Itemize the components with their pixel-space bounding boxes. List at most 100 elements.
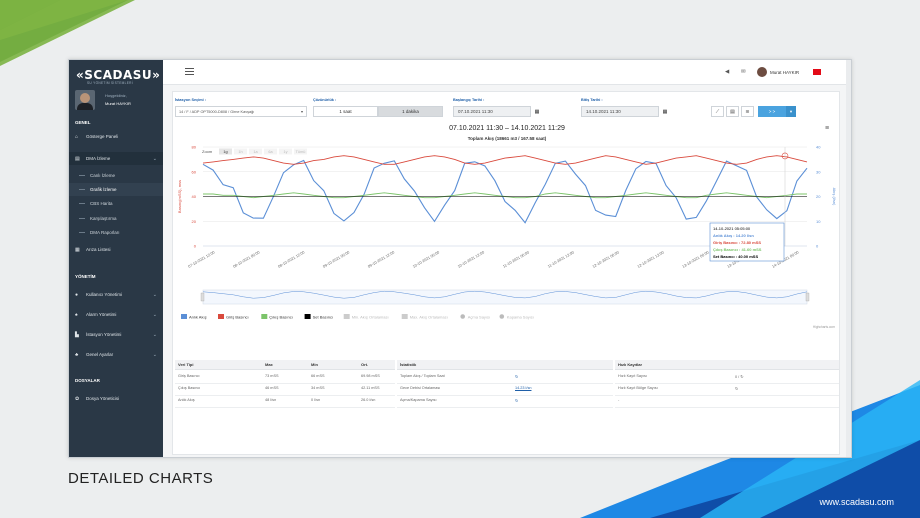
legend-item[interactable]: Çıkış Basıncı [269, 315, 293, 320]
station-select[interactable]: 14 / F / ADP OPT5000-D808 / Girne Kavşağ… [175, 106, 307, 117]
navigator-handle[interactable] [805, 292, 810, 302]
chart: 07.10.2021 11:30 – 14.10.2021 11:29 Topla… [177, 125, 837, 329]
y-tick-right: 0 [816, 244, 819, 249]
user-avatar-icon[interactable] [757, 67, 767, 77]
chart-menu-icon[interactable]: ≡ [825, 125, 829, 132]
sidebar-item-label: Arıza Listesi [86, 247, 111, 252]
table-cell: - [618, 398, 620, 402]
zoom-button[interactable]: 6a [268, 150, 273, 154]
top-user-name[interactable]: Murat HAYKIR [770, 70, 800, 75]
sidebar-item-faults[interactable]: ▦ Arıza Listesi [69, 243, 163, 256]
sidebar-item-live[interactable]: Canlı İzleme [69, 169, 163, 182]
mail-icon[interactable]: ✉ [741, 69, 746, 75]
avatar[interactable] [75, 90, 95, 110]
legend-item[interactable]: Min. Akış Ortalaması [352, 315, 389, 320]
scrollbar[interactable] [846, 60, 851, 457]
tooltip-line: Set Basıncı : 40.00 mSS [713, 254, 758, 259]
dropdown-caret-icon[interactable]: ▾ [786, 106, 796, 117]
zoom-button-bg [219, 148, 232, 155]
row-divider [397, 395, 613, 396]
y-tick-left: 40 [192, 194, 197, 199]
station-icon: ▙ [75, 331, 79, 338]
resolution-1m-button[interactable]: 1 dakika [378, 106, 443, 117]
legend-swatch [343, 314, 350, 319]
zoom-button[interactable]: 1a [253, 150, 258, 154]
tooltip-line: Çıkış Basıncı : 41.60 mSS [713, 247, 762, 252]
sidebar: «SCADASU» SU YÖNETİM SİSTEMLERİ Hoşgeldi… [69, 60, 163, 457]
y-tick-left: 20 [192, 219, 197, 224]
zoom-button[interactable]: Tümü [296, 150, 306, 154]
legend-swatch [261, 314, 268, 319]
resolution-1h-button[interactable]: 1 saat [313, 106, 378, 117]
y-tick-left: 80 [192, 145, 197, 150]
table-cell: ↻ [515, 399, 519, 403]
website-link[interactable]: www.scadasu.com [819, 497, 894, 507]
sidebar-item-label: Canlı İzleme [90, 173, 116, 178]
sidebar-item-label: Alarm Yönetimi [86, 312, 117, 317]
zoom-button-bg [234, 148, 247, 155]
caption: DETAILED CHARTS [68, 470, 214, 487]
legend-item[interactable]: Giriş Basıncı [226, 315, 249, 320]
sidebar-item-graph[interactable]: Grafik İzleme [69, 183, 163, 196]
y-tick-left: 0 [194, 244, 197, 249]
table-cell: ↻ [735, 387, 739, 391]
table-right-header: Hızlı Kayıtlar [615, 360, 839, 370]
legend-item[interactable]: Max. Akış Ortalaması [410, 315, 448, 320]
calendar-icon[interactable]: ▦ [534, 108, 540, 115]
user-name: Murat HAYKIR [105, 101, 131, 106]
legend-swatch [460, 314, 466, 319]
navigator-handle[interactable] [200, 292, 205, 302]
chart-icon: ▤ [75, 155, 80, 162]
x-tick-label: 07-10-2021 12:00 [188, 250, 216, 268]
sidebar-item-stations[interactable]: ▙ İstasyon Yönetimi ⌄ [69, 328, 163, 341]
zoom-button[interactable]: 1h [238, 150, 242, 154]
tooltip-line: Giriş Basıncı : 72.80 mSS [713, 240, 761, 245]
sidebar-item-dashboard[interactable]: ⌂ Gösterge Paneli [69, 130, 163, 143]
flag-icon[interactable] [813, 69, 821, 75]
col-header: İstatistik [400, 362, 417, 367]
table-cell: 48 l/sn [265, 398, 277, 402]
end-date-field[interactable]: 14.10.2021 11:30 [581, 106, 659, 117]
sidebar-item-label: DMA Raporları [90, 230, 120, 235]
start-date-field[interactable]: 07.10.2021 11:30 [453, 106, 531, 117]
legend-item[interactable]: Kapama Sayısı [507, 315, 534, 320]
table-cell: Giriş Basıncı [178, 374, 200, 378]
megaphone-icon[interactable]: ◀ [725, 69, 730, 75]
y-tick-right: 10 [816, 219, 821, 224]
go-button[interactable]: > > [758, 106, 786, 117]
zoom-button-bg [249, 148, 262, 155]
table-cell: 26.0 l/sn [361, 398, 376, 402]
sidebar-item-settings[interactable]: ♣ Genel Ayarlar ⌄ [69, 348, 163, 361]
legend-item[interactable]: Anlık Akış [189, 315, 207, 320]
table-cell: 66 mSS [311, 374, 325, 378]
sidebar-item-alarms[interactable]: ♠ Alarm Yönetimi ⌄ [69, 308, 163, 321]
table-icon[interactable]: ▤ [726, 106, 739, 117]
start-date-label: Başlangıç Tarihi : [453, 98, 485, 102]
calendar-icon[interactable]: ▦ [662, 108, 668, 115]
sidebar-item-gis[interactable]: CBS Harita [69, 197, 163, 210]
y-tick-right: 30 [816, 169, 821, 174]
series-line [203, 192, 807, 199]
sidebar-item-compare[interactable]: Karşılaştırma [69, 212, 163, 225]
zoom-button[interactable]: 1y [283, 150, 287, 154]
sidebar-item-dma[interactable]: ▤ DMA İzleme ⌄ [69, 152, 163, 165]
legend-swatch [304, 314, 311, 319]
legend-item[interactable]: Açma Sayısı [468, 315, 490, 320]
line-chart-icon[interactable]: ⟋ [711, 106, 724, 117]
menu-toggle-icon[interactable] [185, 68, 194, 75]
sidebar-item-users[interactable]: ● Kullanıcı Yönetimi ⌄ [69, 288, 163, 301]
zoom-button[interactable]: 1g [223, 150, 227, 154]
table-cell: Hızlı Kayıt Sayısı [618, 374, 647, 378]
zoom-button-bg [294, 148, 307, 155]
station-label: İstasyon Seçimi : [175, 98, 207, 102]
gear-icon: ♣ [75, 351, 79, 358]
sidebar-item-reports[interactable]: DMA Raporları [69, 226, 163, 239]
legend-swatch [181, 314, 187, 319]
sidebar-item-file-manager[interactable]: ✿ Dosya Yöneticisi [69, 392, 163, 405]
col-header: Veri Tipi [178, 362, 194, 367]
table-cell: Çıkış Basıncı [178, 386, 201, 390]
legend-item[interactable]: Set Basıncı [313, 315, 333, 320]
app-window: «SCADASU» SU YÖNETİM SİSTEMLERİ Hoşgeldi… [68, 59, 852, 458]
zoom-label: Zoom [202, 149, 213, 154]
signal-icon[interactable]: ≋ [741, 106, 754, 117]
